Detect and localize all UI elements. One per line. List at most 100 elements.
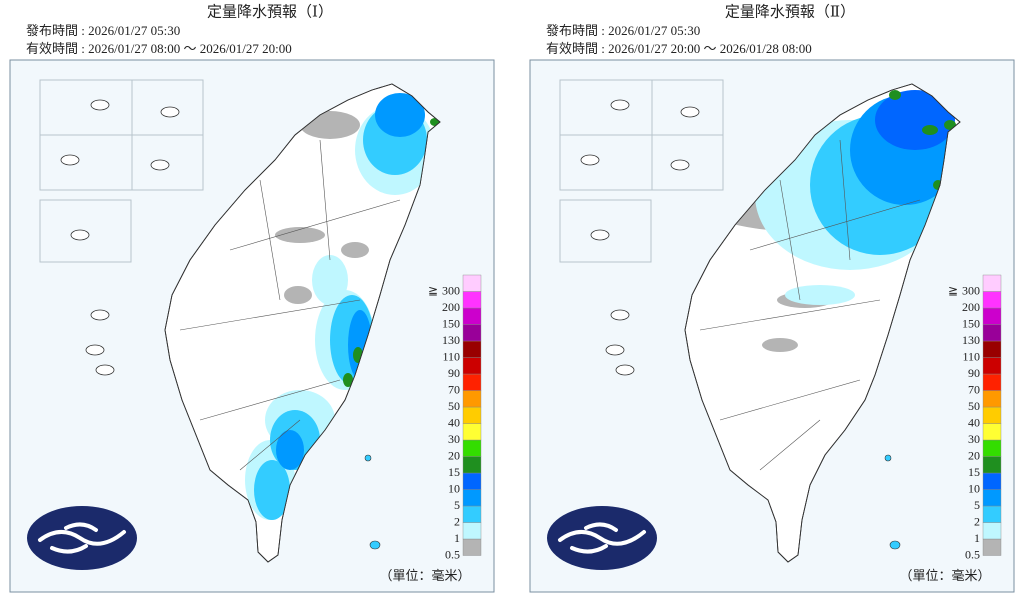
legend-label: 110: [442, 349, 460, 363]
inset-box: [39, 134, 133, 191]
rain-patch: [922, 125, 938, 135]
legend-swatch: [462, 340, 482, 358]
legend-label: 200: [962, 300, 980, 314]
county-border: [699, 299, 881, 331]
legend-swatch: [982, 439, 1002, 457]
island: [580, 154, 600, 166]
legend-swatch: [982, 472, 1002, 490]
island: [90, 99, 110, 111]
inset-box: [559, 134, 653, 191]
legend-swatch: [982, 390, 1002, 408]
legend-label: 70: [448, 382, 460, 396]
legend-swatch: [982, 340, 1002, 358]
green-island: [364, 454, 372, 462]
orchid-island: [369, 540, 381, 550]
county-border: [179, 299, 361, 331]
forecast-panel: 定量降水預報（Ⅰ） 發布時間 : 2026/01/27 05:30 有效時間 : 2…: [9, 3, 495, 593]
legend-label: 150: [962, 316, 980, 330]
island: [60, 154, 80, 166]
legend-swatch: [982, 423, 1002, 441]
island: [615, 364, 635, 376]
legend-label: 70: [968, 382, 980, 396]
legend-swatch: [462, 505, 482, 523]
island: [670, 159, 690, 171]
island: [610, 99, 630, 111]
legend-swatch: [462, 489, 482, 507]
legend-label: 50: [968, 399, 980, 413]
legend-swatch: [462, 291, 482, 309]
rain-patch: [889, 90, 901, 100]
legend-prefix: ≧: [428, 283, 438, 297]
legend-label: 30: [968, 432, 980, 446]
panel-title: 定量降水預報（Ⅱ）: [725, 3, 855, 20]
island: [605, 344, 625, 356]
legend-swatch: [462, 456, 482, 474]
county-border: [779, 179, 801, 301]
legend-swatch: [982, 274, 1002, 292]
legend-swatch: [982, 373, 1002, 391]
unit-label: （單位：毫米）: [899, 568, 990, 583]
legend-swatch: [982, 456, 1002, 474]
legend-prefix: ≧: [948, 283, 958, 297]
island: [150, 159, 170, 171]
rain-area: [245, 93, 440, 520]
county-border: [199, 379, 341, 421]
legend-swatch: [462, 390, 482, 408]
legend-swatch: [982, 357, 1002, 375]
rain-patch: [762, 338, 798, 352]
legend-label: 10: [448, 481, 460, 495]
rain-patch: [341, 242, 369, 258]
inset-box: [559, 199, 652, 263]
rain-patch: [254, 460, 290, 520]
rain-patch: [275, 227, 325, 243]
island: [90, 309, 110, 321]
legend-swatch: [462, 406, 482, 424]
legend-label: 10: [968, 481, 980, 495]
legend-swatch: [462, 357, 482, 375]
legend-label: 90: [968, 366, 980, 380]
island: [95, 364, 115, 376]
legend-label: 2: [454, 514, 460, 528]
county-border: [749, 199, 921, 251]
legend-label: 15: [448, 465, 460, 479]
logo-swirl: [558, 522, 646, 554]
legend-swatch: [982, 324, 1002, 342]
legend-label: 90: [448, 366, 460, 380]
legend-swatch: [982, 489, 1002, 507]
legend-label: 130: [962, 333, 980, 347]
legend-label: 300: [962, 283, 980, 297]
legend-swatch: [462, 307, 482, 325]
island: [590, 229, 610, 241]
legend-swatch: [462, 373, 482, 391]
island: [85, 344, 105, 356]
green-island: [884, 454, 892, 462]
rain-area: [710, 90, 960, 352]
orchid-island: [889, 540, 901, 550]
county-border: [319, 139, 331, 261]
rain-patch: [343, 373, 353, 387]
legend-label: 200: [442, 300, 460, 314]
legend-label: 5: [974, 498, 980, 512]
legend-label: 40: [968, 415, 980, 429]
legend-label: 20: [448, 448, 460, 462]
panel-title: 定量降水預報（Ⅰ）: [207, 3, 333, 20]
county-border: [719, 379, 861, 421]
legend-swatch: [982, 522, 1002, 540]
legend-swatch: [982, 406, 1002, 424]
legend-swatch: [462, 324, 482, 342]
legend-label: 0.5: [965, 547, 980, 561]
legend-label: 300: [442, 283, 460, 297]
inset-box: [39, 199, 132, 263]
legend-label: 15: [968, 465, 980, 479]
county-border: [839, 139, 851, 261]
county-border: [229, 199, 401, 251]
legend-label: 20: [968, 448, 980, 462]
legend-swatch: [982, 538, 1002, 556]
issue-time: 發布時間 : 2026/01/27 05:30: [26, 23, 180, 38]
legend-label: 1: [454, 531, 460, 545]
rain-patch: [785, 285, 855, 305]
legend-swatch: [982, 505, 1002, 523]
legend-label: 0.5: [445, 547, 460, 561]
valid-time: 有效時間 : 2026/01/27 08:00 ～ 2026/01/27 20:…: [26, 41, 292, 56]
issue-time: 發布時間 : 2026/01/27 05:30: [546, 23, 700, 38]
